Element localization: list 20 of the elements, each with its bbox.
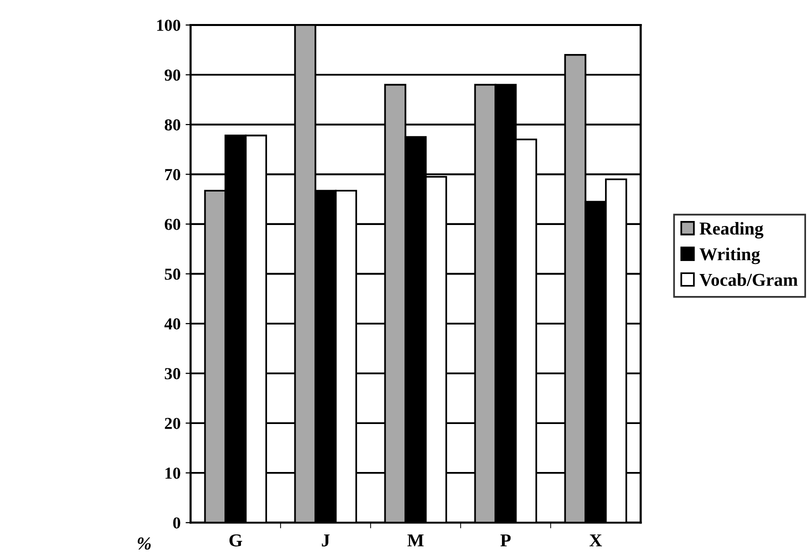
y-tick-label: 20 — [164, 418, 180, 430]
legend-label: Writing — [700, 248, 760, 264]
y-tick-label: 80 — [164, 119, 180, 130]
y-tick-label: 70 — [165, 169, 180, 180]
legend-label: Vocab/Gram — [700, 273, 798, 286]
x-tick-label: J — [322, 534, 330, 546]
y-tick-label: 30 — [164, 368, 180, 380]
x-tick-label: P — [500, 534, 511, 546]
y-tick-label: 10 — [166, 468, 180, 479]
y-tick-label: 50 — [164, 268, 180, 280]
y-axis-title: % — [138, 537, 151, 550]
y-tick-label: 40 — [164, 318, 180, 330]
y-tick-label: 100 — [157, 20, 180, 31]
legend-label: Reading — [700, 222, 764, 238]
x-tick-label: M — [407, 534, 424, 546]
y-tick-label: 60 — [164, 218, 180, 230]
y-tick-label: 90 — [164, 69, 180, 81]
x-tick-label: X — [589, 534, 602, 546]
x-tick-label: G — [229, 534, 242, 546]
y-tick-label: 0 — [173, 517, 180, 529]
